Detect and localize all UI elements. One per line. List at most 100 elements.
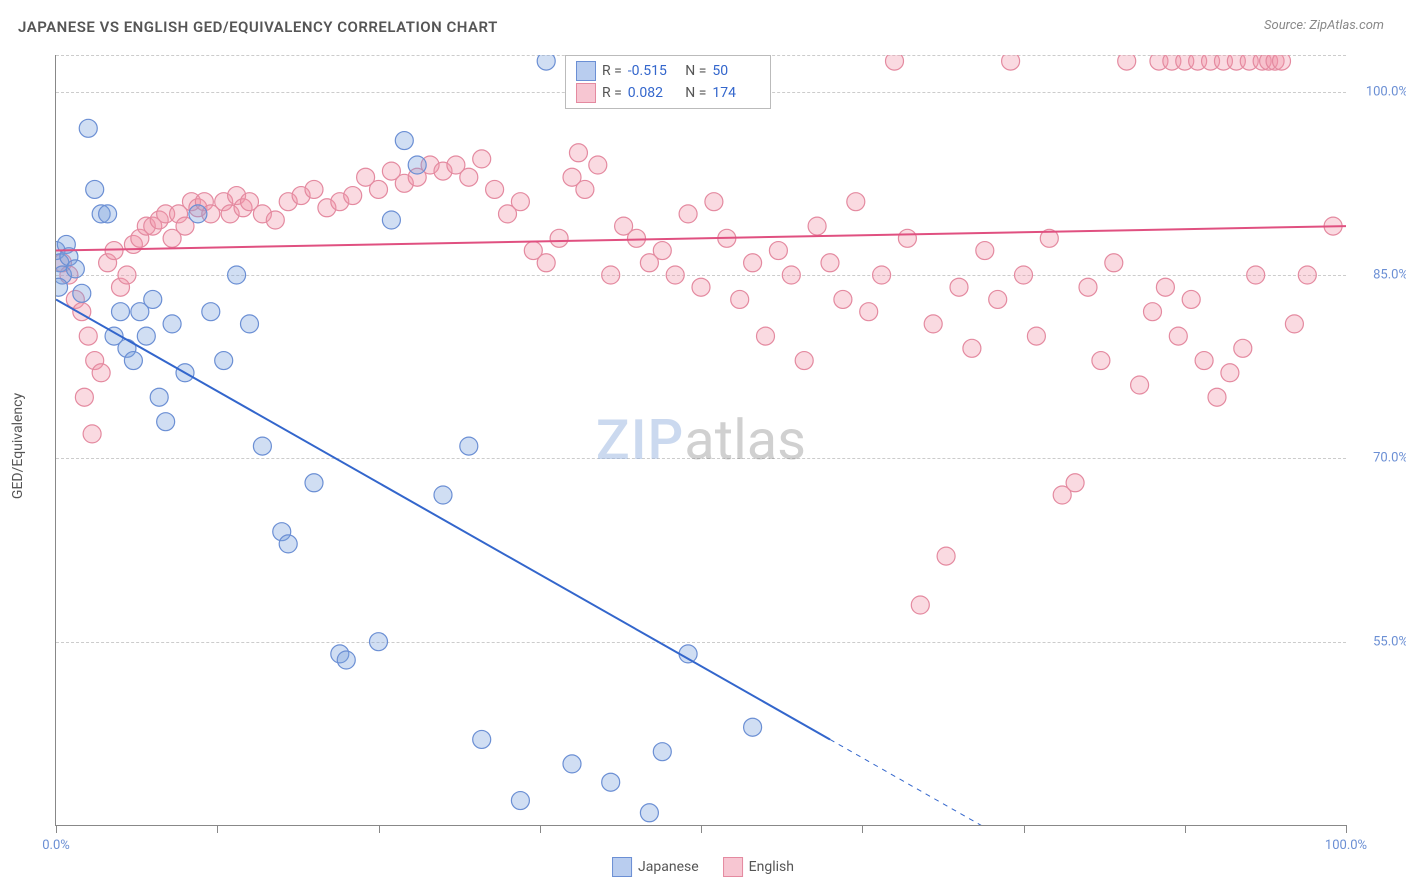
english-point	[1002, 55, 1020, 70]
japanese-point	[744, 718, 762, 736]
japanese-point	[395, 132, 413, 150]
legend-n-label: N =	[682, 63, 707, 79]
legend-r-label: R =	[602, 63, 622, 79]
english-point	[1027, 327, 1045, 345]
english-point	[79, 327, 97, 345]
english-point	[834, 290, 852, 308]
x-tick	[379, 825, 380, 833]
japanese-point	[640, 804, 658, 822]
japanese-point	[253, 437, 271, 455]
legend-swatch	[576, 61, 596, 81]
english-point	[1015, 266, 1033, 284]
english-point	[1105, 254, 1123, 272]
scatter-svg	[56, 55, 1346, 825]
english-point	[744, 254, 762, 272]
english-point	[653, 242, 671, 260]
english-point	[873, 266, 891, 284]
y-axis-label: GED/Equivalency	[10, 393, 26, 499]
japanese-point	[382, 211, 400, 229]
japanese-point	[563, 755, 581, 773]
x-tick-label: 0.0%	[42, 838, 70, 853]
english-point	[679, 205, 697, 223]
english-point	[1118, 55, 1136, 70]
english-point	[1066, 474, 1084, 492]
x-tick-label: 100.0%	[1325, 838, 1367, 853]
japanese-point	[408, 156, 426, 174]
english-point	[808, 217, 826, 235]
japanese-point	[679, 645, 697, 663]
english-point	[795, 352, 813, 370]
english-point	[1182, 290, 1200, 308]
japanese-point	[305, 474, 323, 492]
legend-bottom-item: English	[723, 857, 794, 877]
english-point	[83, 425, 101, 443]
japanese-point	[602, 773, 620, 791]
english-point	[344, 187, 362, 205]
japanese-point	[473, 730, 491, 748]
source-label: Source: ZipAtlas.com	[1264, 18, 1384, 33]
english-point	[692, 278, 710, 296]
japanese-point	[124, 352, 142, 370]
english-point	[118, 266, 136, 284]
legend-n-label: N =	[682, 85, 707, 101]
japanese-trend-extension	[830, 739, 1088, 825]
english-point	[1079, 278, 1097, 296]
english-point	[1156, 278, 1174, 296]
legend-swatch	[612, 857, 632, 877]
japanese-point	[144, 290, 162, 308]
english-point	[898, 229, 916, 247]
japanese-point	[157, 413, 175, 431]
japanese-point	[137, 327, 155, 345]
english-point	[1131, 376, 1149, 394]
y-tick-label: 85.0%	[1353, 268, 1406, 283]
legend-stats-row: R = 0.082 N = 174	[576, 82, 760, 104]
x-tick	[1024, 825, 1025, 833]
legend-bottom: Japanese English	[612, 857, 794, 877]
plot-area: ZIPatlas 55.0%70.0%85.0%100.0%0.0%100.0%	[55, 55, 1346, 826]
english-point	[937, 547, 955, 565]
english-point	[821, 254, 839, 272]
english-point	[1144, 303, 1162, 321]
japanese-point	[86, 180, 104, 198]
legend-stats-box: R =-0.515 N =50R =0.082 N =174	[565, 55, 771, 109]
english-point	[486, 180, 504, 198]
english-point	[860, 303, 878, 321]
legend-r-value: -0.515	[628, 63, 676, 79]
japanese-trend-line	[56, 299, 830, 739]
legend-bottom-item: Japanese	[612, 857, 699, 877]
english-point	[705, 193, 723, 211]
japanese-point	[112, 303, 130, 321]
japanese-point	[66, 260, 84, 278]
legend-r-label: R =	[602, 85, 622, 101]
x-tick	[540, 825, 541, 833]
english-point	[924, 315, 942, 333]
japanese-point	[279, 535, 297, 553]
x-tick	[1346, 825, 1347, 833]
legend-n-value: 174	[712, 85, 760, 101]
legend-swatch	[723, 857, 743, 877]
y-tick-label: 70.0%	[1353, 451, 1406, 466]
english-point	[963, 339, 981, 357]
english-point	[1247, 266, 1265, 284]
english-point	[1298, 266, 1316, 284]
english-point	[569, 144, 587, 162]
y-tick-label: 55.0%	[1353, 634, 1406, 649]
english-point	[75, 388, 93, 406]
english-point	[370, 180, 388, 198]
japanese-point	[99, 205, 117, 223]
legend-r-value: 0.082	[628, 85, 676, 101]
japanese-point	[460, 437, 478, 455]
english-trend-line	[56, 226, 1346, 250]
english-point	[976, 242, 994, 260]
japanese-point	[511, 792, 529, 810]
english-point	[950, 278, 968, 296]
y-tick-label: 100.0%	[1353, 84, 1406, 99]
english-point	[666, 266, 684, 284]
japanese-point	[189, 205, 207, 223]
english-point	[1169, 327, 1187, 345]
legend-swatch	[576, 83, 596, 103]
english-point	[602, 266, 620, 284]
japanese-point	[370, 633, 388, 651]
japanese-point	[434, 486, 452, 504]
legend-bottom-label: English	[749, 859, 794, 875]
